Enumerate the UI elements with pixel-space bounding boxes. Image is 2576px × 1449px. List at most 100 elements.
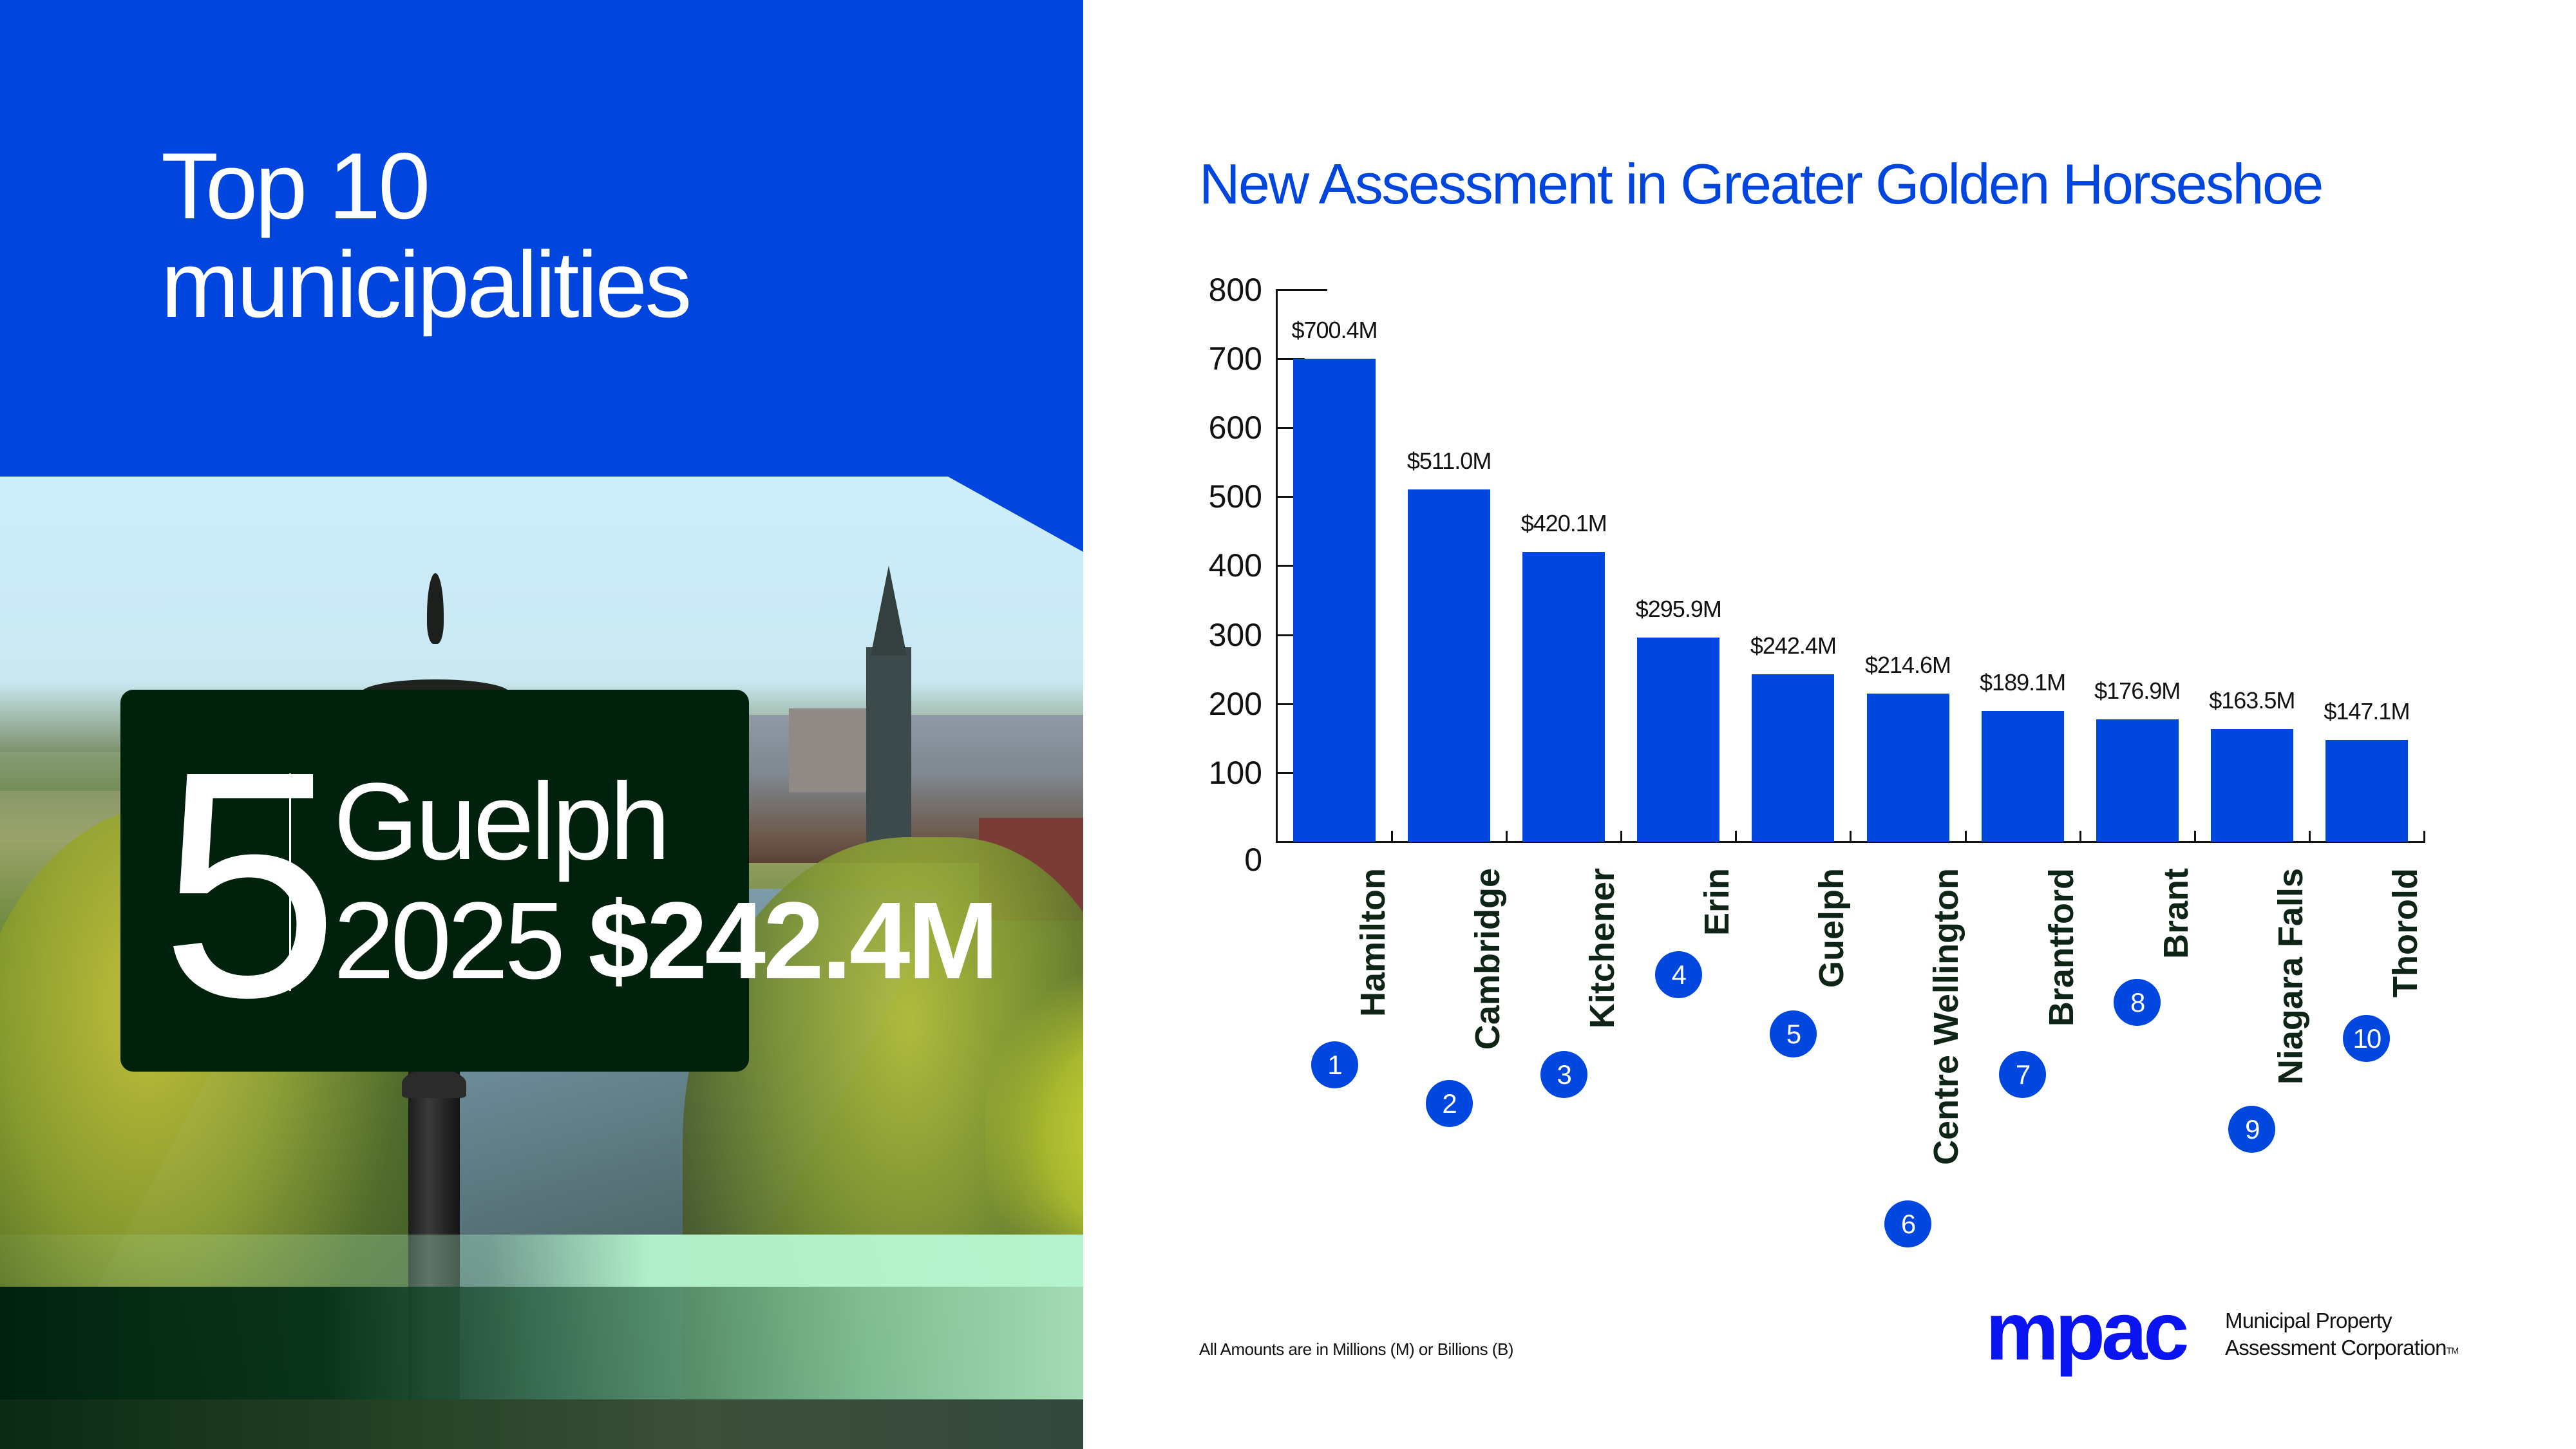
mpac-logo: mpac [1985,1285,2189,1378]
sign-divider [289,773,291,991]
x-category-label: Erin [1698,868,1737,936]
rank-badge: 2 [1425,1079,1473,1127]
x-tick [2423,831,2425,842]
x-tick [2308,831,2311,842]
bar-value-label: $214.6M [1864,652,1951,679]
bar-kitchener [1522,551,1605,842]
x-category-label: Niagara Falls [2271,868,2310,1085]
rank-badge: 5 [1769,1010,1817,1057]
x-tick [2193,831,2196,842]
y-tick-label: 600 [1208,410,1262,446]
rank-badge: 4 [1654,951,1702,998]
y-tick-label: 200 [1208,685,1262,722]
rank-badge: 9 [2228,1105,2276,1153]
photo-church-tower [866,647,911,860]
y-tick [1276,565,1305,567]
sign-year: 2025 [334,880,565,1002]
x-label-container: Hamilton [1315,868,1392,1319]
sign-pole-collar [402,1069,466,1098]
y-tick [1276,289,1327,291]
bar-value-label: $420.1M [1520,509,1607,536]
photo-church-spire [871,565,907,656]
bar-hamilton [1293,358,1376,842]
y-tick [1276,634,1305,636]
title-line-2: municipalities [161,232,692,337]
rank-badge: 1 [1311,1041,1358,1088]
bar-erin [1637,637,1720,842]
rank-badge: 7 [1999,1050,2047,1098]
x-tick [1735,831,1738,842]
bar-brant [2096,719,2179,842]
bar-niagara-falls [2210,728,2293,842]
bar-centre-wellington [1866,694,1949,842]
x-category-label: Guelph [1812,868,1852,988]
y-tick [1276,427,1305,430]
x-category-label: Brant [2156,868,2195,960]
trademark-symbol: TM [2446,1345,2459,1356]
sign-amount: $242.4M [588,880,999,1002]
bar-value-label: $176.9M [2094,677,2181,705]
x-label-container: Erin [1659,868,1736,1319]
sign-pole-finial [419,573,452,657]
x-label-container: Guelph [1774,868,1851,1319]
y-tick [1276,358,1305,360]
rank-badge: 10 [2343,1014,2391,1062]
x-category-label: Brantford [2041,868,2081,1027]
decorative-band-light [0,1235,1083,1287]
x-tick [1506,831,1508,842]
x-tick [2079,831,2081,842]
decorative-band-gradient [0,1287,1083,1399]
bar-value-label: $295.9M [1635,595,1722,622]
amounts-footnote: All Amounts are in Millions (M) or Billi… [1199,1340,1513,1359]
sign-municipality-name: Guelph [334,761,670,883]
bar-guelph [1752,674,1835,842]
x-category-label: Centre Wellington [1927,868,1966,1166]
y-tick-label: 100 [1208,754,1262,791]
rank-badge: 3 [1540,1050,1587,1098]
logo-line-1: Municipal Property [2225,1309,2392,1332]
rank-badge: 6 [1884,1200,1931,1247]
y-tick-label: 0 [1244,842,1262,878]
x-label-container: Centre Wellington [1889,868,1966,1319]
x-label-container: Thorold [2347,868,2425,1319]
y-tick-label: 500 [1208,478,1262,515]
title-line-1: Top 10 [161,133,430,238]
x-category-label: Hamilton [1354,868,1392,1018]
x-label-container: Niagara Falls [2233,868,2310,1319]
x-label-container: Brant [2118,868,2195,1319]
left-panel: Top 10 municipalities 5 Guelph 2025 $242… [0,0,1083,1449]
y-tick [1276,703,1305,705]
sign-rank: 5 [160,704,339,1064]
decorative-band-bottom [0,1399,1083,1449]
title-background [0,0,1083,552]
x-tick [1850,831,1852,842]
bar-thorold [2325,740,2408,842]
x-tick [1391,831,1393,842]
x-category-label: Cambridge [1468,868,1508,1050]
x-category-label: Kitchener [1583,868,1622,1029]
y-tick-label: 300 [1208,616,1262,653]
y-tick-label: 800 [1208,271,1262,308]
bar-value-label: $511.0M [1406,447,1492,474]
x-category-label: Thorold [2385,868,2425,998]
y-tick [1276,496,1305,498]
rank-badge: 8 [2114,978,2161,1026]
sign-amount-line: 2025 $242.4M [334,880,999,1002]
x-tick [1620,831,1623,842]
mpac-logo-wordmark: Municipal Property Assessment Corporatio… [2225,1307,2459,1361]
bar-value-label: $242.4M [1750,632,1837,659]
logo-line-2: Assessment CorporationTM [2225,1336,2459,1359]
featured-municipality-sign: 5 Guelph 2025 $242.4M [120,690,999,1072]
y-tick [1276,772,1305,774]
x-tick [1964,831,1967,842]
bar-value-label: $147.1M [2324,698,2410,725]
page-title: Top 10 municipalities [161,133,692,337]
y-tick-label: 400 [1208,547,1262,584]
bar-cambridge [1408,489,1491,842]
chart-title: New Assessment in Greater Golden Horsesh… [1199,152,2324,216]
y-tick-label: 700 [1208,341,1262,377]
bar-value-label: $189.1M [1980,669,2066,696]
bar-value-label: $163.5M [2209,687,2295,714]
bar-brantford [1981,711,2064,842]
bar-value-label: $700.4M [1291,316,1378,343]
